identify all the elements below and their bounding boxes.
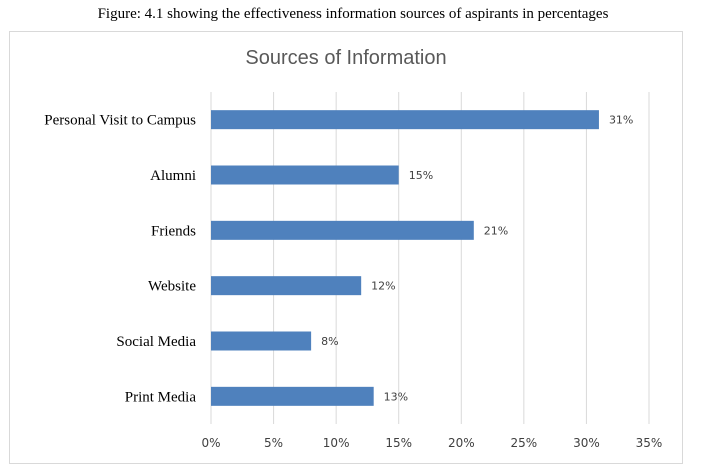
data-label: 15%	[409, 169, 433, 182]
x-tick-label: 15%	[385, 436, 412, 450]
category-label: Friends	[151, 223, 196, 239]
data-label: 8%	[321, 335, 338, 348]
x-tick-label: 0%	[201, 436, 220, 450]
bar	[211, 165, 399, 185]
bar	[211, 386, 374, 406]
bar	[211, 110, 599, 130]
x-tick-label: 5%	[264, 436, 283, 450]
category-label: Print Media	[125, 389, 197, 405]
category-label: Personal Visit to Campus	[44, 113, 196, 129]
x-tick-label: 35%	[636, 436, 663, 450]
x-tick-label: 30%	[573, 436, 600, 450]
bar	[211, 220, 474, 240]
category-label: Website	[148, 279, 196, 295]
data-label: 12%	[371, 280, 395, 293]
category-label: Social Media	[116, 334, 196, 350]
category-label: Alumni	[150, 168, 196, 184]
chart-title: Sources of Information	[245, 47, 446, 69]
bar	[211, 331, 312, 351]
x-tick-label: 25%	[511, 436, 538, 450]
data-label: 31%	[609, 114, 633, 127]
data-label: 13%	[384, 390, 408, 403]
x-tick-label: 20%	[448, 436, 475, 450]
x-tick-label: 10%	[323, 436, 350, 450]
data-label: 21%	[484, 224, 508, 237]
figure-caption: Figure: 4.1 showing the effectiveness in…	[97, 6, 609, 22]
bar	[211, 276, 362, 296]
